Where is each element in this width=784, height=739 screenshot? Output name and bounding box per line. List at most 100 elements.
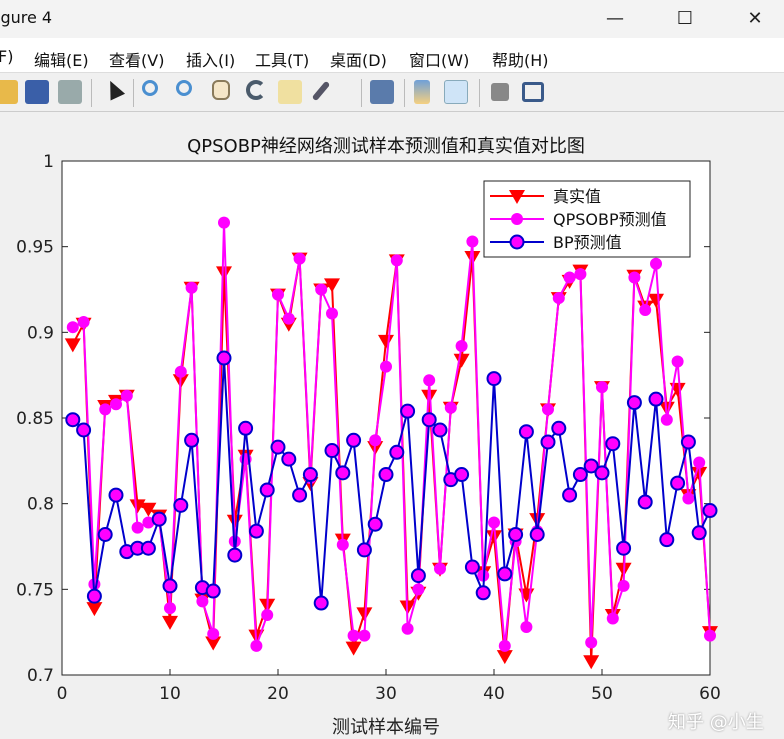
data-point: [412, 583, 425, 596]
data-point: [164, 602, 176, 615]
maximize-button[interactable]: ☐: [676, 7, 694, 29]
legend-label: 真实值: [553, 187, 601, 206]
data-point: [367, 516, 383, 532]
data-point: [86, 588, 102, 604]
data-point: [421, 412, 437, 428]
data-point: [497, 566, 513, 582]
data-point: [131, 521, 144, 534]
data-point: [444, 401, 457, 414]
data-point: [637, 494, 653, 510]
data-point: [596, 381, 608, 394]
link-icon[interactable]: [370, 80, 394, 104]
data-point: [162, 615, 178, 630]
data-point: [205, 636, 222, 651]
data-point: [346, 432, 362, 448]
save-icon[interactable]: [25, 80, 49, 104]
data-point: [390, 254, 403, 267]
colorbar-icon[interactable]: [414, 80, 430, 104]
data-point: [345, 641, 362, 656]
data-point: [347, 629, 360, 642]
data-point: [552, 292, 565, 305]
data-point: [380, 360, 392, 373]
data-point: [540, 434, 556, 450]
data-point: [464, 559, 480, 575]
minimize-button[interactable]: —: [606, 7, 624, 29]
menu-insert[interactable]: 插入(I): [186, 51, 236, 70]
data-point: [389, 444, 405, 460]
data-point: [120, 389, 133, 402]
data-point: [66, 321, 79, 334]
data-point: [315, 283, 328, 296]
data-point: [162, 578, 178, 594]
data-point: [238, 420, 254, 436]
data-point: [542, 403, 554, 416]
data-point: [691, 525, 707, 541]
data-point: [216, 266, 232, 281]
data-point: [670, 475, 686, 491]
data-point: [628, 271, 641, 284]
print-icon[interactable]: [58, 80, 82, 104]
data-point: [77, 316, 90, 329]
data-point: [488, 516, 500, 529]
data-cursor-icon[interactable]: [278, 80, 302, 104]
data-point: [248, 523, 264, 539]
data-point: [65, 412, 81, 428]
data-point: [585, 636, 598, 649]
data-point: [76, 422, 92, 438]
data-point: [108, 487, 124, 503]
data-point: [606, 612, 619, 625]
y-tick-label: 0.75: [16, 580, 54, 600]
data-point: [702, 503, 718, 519]
data-point: [205, 583, 221, 599]
data-point: [551, 420, 567, 436]
hide-plot-tools-icon[interactable]: [491, 83, 509, 101]
menu-help[interactable]: 帮助(H): [492, 51, 549, 70]
data-point: [453, 353, 470, 368]
data-point: [650, 257, 662, 270]
data-point: [508, 527, 524, 543]
data-point: [434, 562, 446, 575]
rotate-icon[interactable]: [246, 80, 266, 100]
show-plot-tools-icon[interactable]: [522, 82, 544, 102]
pan-icon[interactable]: [212, 80, 230, 100]
y-tick-label: 0.7: [27, 666, 54, 686]
data-point: [378, 334, 394, 349]
data-point: [185, 281, 198, 294]
zoom-in-icon[interactable]: [142, 80, 158, 96]
data-point: [583, 655, 600, 670]
menu-edit[interactable]: 编辑(E): [34, 51, 89, 70]
menu-view[interactable]: 查看(V): [109, 51, 165, 70]
data-point: [509, 190, 525, 204]
toolbar: [0, 73, 784, 112]
zoom-out-icon[interactable]: [176, 80, 192, 96]
legend-icon[interactable]: [444, 80, 468, 104]
series-2: [65, 350, 718, 611]
x-tick-label: 50: [591, 684, 613, 704]
data-point: [110, 398, 122, 411]
menu-tools[interactable]: 工具(T): [255, 51, 310, 70]
y-tick-label: 0.95: [16, 238, 54, 258]
x-tick-label: 60: [699, 684, 721, 704]
x-tick-label: 30: [375, 684, 397, 704]
open-icon[interactable]: [0, 80, 18, 104]
data-point: [184, 432, 200, 448]
data-point: [583, 458, 599, 474]
data-point: [174, 365, 187, 378]
menu-window[interactable]: 窗口(W): [409, 51, 470, 70]
legend-label: QPSOBP预测值: [553, 210, 667, 229]
menu-desktop[interactable]: 桌面(D): [330, 51, 387, 70]
data-point: [272, 288, 284, 301]
data-point: [324, 278, 340, 293]
data-point: [496, 650, 513, 665]
data-point: [432, 422, 448, 438]
data-point: [574, 268, 587, 281]
data-point: [466, 235, 479, 248]
close-button[interactable]: ✕: [747, 7, 763, 29]
data-point: [313, 595, 329, 611]
x-tick-label: 40: [483, 684, 505, 704]
data-point: [196, 595, 209, 608]
data-point: [142, 516, 155, 529]
data-point: [356, 542, 372, 558]
data-point: [64, 338, 81, 353]
menu-file[interactable]: F): [0, 47, 14, 66]
